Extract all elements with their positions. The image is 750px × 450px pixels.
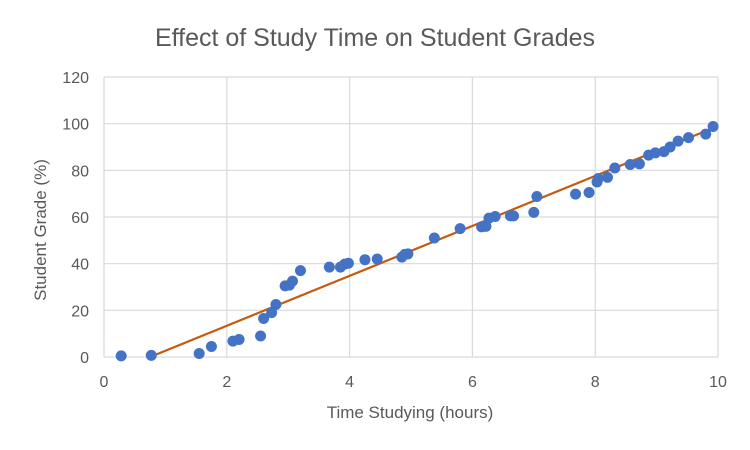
data-point (601, 171, 613, 183)
data-point (255, 330, 267, 342)
data-point (609, 162, 621, 174)
data-point (402, 248, 414, 260)
y-tick-label: 80 (71, 163, 89, 180)
y-tick-label: 100 (62, 117, 89, 134)
x-tick-label: 4 (345, 374, 354, 391)
data-point (286, 275, 298, 287)
data-point (266, 307, 278, 319)
data-point (633, 158, 645, 170)
data-point (342, 257, 354, 269)
y-tick-label: 120 (62, 70, 89, 87)
data-point (508, 210, 520, 222)
data-point (624, 159, 636, 170)
data-point (270, 299, 282, 310)
y-tick-label: 40 (71, 257, 89, 274)
x-tick-label: 0 (100, 374, 109, 391)
data-point (707, 120, 719, 132)
y-tick-label: 20 (71, 303, 89, 320)
data-point (592, 173, 604, 184)
data-point (672, 135, 684, 147)
data-point (664, 141, 676, 153)
data-points (115, 120, 719, 362)
data-point (359, 254, 371, 266)
data-point (258, 313, 270, 324)
data-point (489, 211, 501, 223)
data-point (570, 188, 582, 200)
data-point (583, 187, 595, 198)
data-point (428, 232, 440, 244)
y-axis-title: Student Grade (%) (31, 159, 50, 301)
data-point (323, 261, 335, 273)
data-point (371, 253, 383, 265)
x-tick-label: 8 (591, 374, 600, 391)
x-tick-label: 2 (222, 374, 231, 391)
data-point (649, 147, 661, 159)
data-point (700, 128, 712, 140)
data-point (528, 206, 540, 218)
chart-title: Effect of Study Time on Student Grades (155, 24, 595, 52)
data-point (683, 132, 695, 144)
data-point (115, 350, 127, 362)
data-point (205, 341, 217, 352)
data-point (454, 223, 466, 235)
x-axis-title: Time Studying (hours) (327, 403, 494, 422)
data-point (531, 190, 543, 202)
data-point (193, 348, 205, 359)
y-tick-label: 0 (80, 350, 89, 367)
data-point (145, 349, 157, 361)
data-point (233, 334, 245, 345)
gridlines (103, 76, 719, 358)
x-axis-ticks: 0 2 4 6 8 10 (100, 374, 727, 391)
data-point (294, 265, 306, 277)
x-tick-label: 6 (468, 374, 477, 391)
y-axis-ticks: 0 20 40 60 80 100 120 (62, 70, 89, 367)
x-tick-label: 10 (709, 374, 727, 391)
y-tick-label: 60 (71, 210, 89, 227)
